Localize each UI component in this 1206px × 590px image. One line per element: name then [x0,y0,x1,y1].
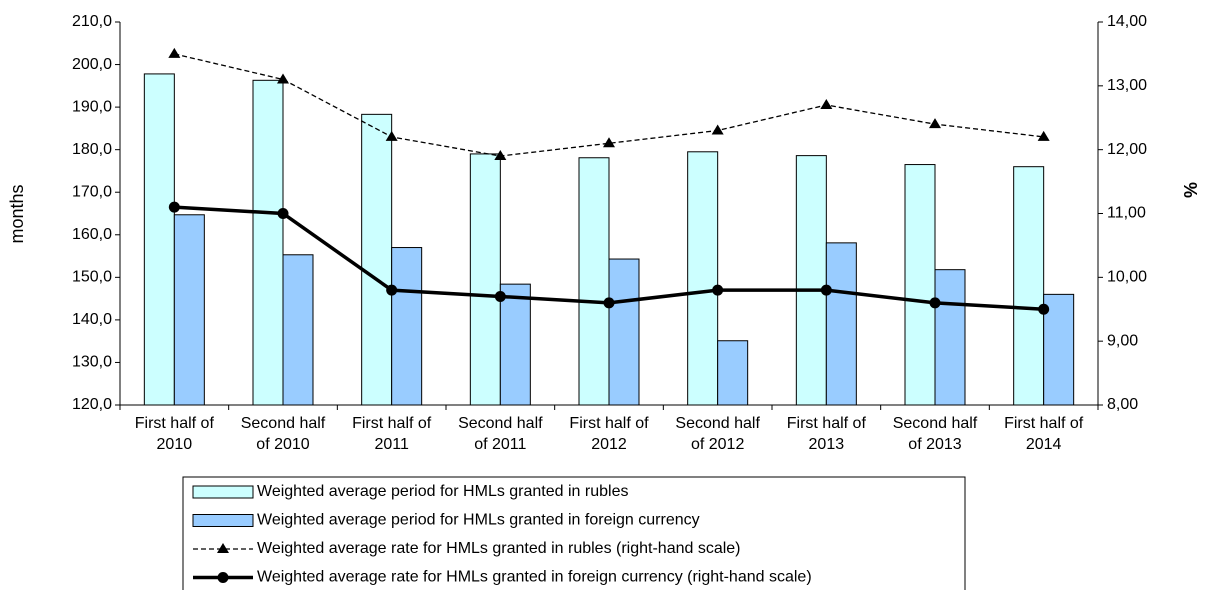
x-tick-label: First half of [352,415,432,432]
y-axis-label: months [7,184,27,243]
y2-axis-label: % [1181,182,1201,198]
x-tick-label: 2010 [157,436,193,453]
legend-label: Weighted average period for HMLs granted… [257,512,700,529]
line-marker [929,297,941,309]
line-marker [494,150,507,161]
bar [469,153,501,406]
y-tick-label: 190,0 [72,98,112,115]
y2-tick-label: 12,00 [1107,141,1147,158]
bar [904,164,936,406]
x-tick-label: 2014 [1026,436,1062,453]
legend-label: Weighted average rate for HMLs granted i… [257,569,812,586]
line-marker [929,118,941,129]
legend-marker [217,572,229,583]
line-marker [711,124,724,135]
bar [499,283,531,406]
x-tick-label: 2012 [591,436,627,453]
line-marker [168,47,181,58]
line-marker [603,297,615,309]
bar [282,254,314,406]
bar [825,242,857,406]
line-marker [277,73,289,84]
x-tick-label: Second half [893,415,978,432]
line-marker [277,208,289,219]
line-marker [1037,130,1050,141]
x-tick-label: First half of [787,415,867,432]
legend-marker [217,543,229,553]
legend-label: Weighted average rate for HMLs granted i… [257,540,741,557]
y-tick-label: 120,0 [72,396,112,413]
x-tick-label: First half of [135,415,215,432]
legend-label: Weighted average period for HMLs granted… [257,483,628,500]
line-marker [386,284,398,296]
bar [173,214,205,406]
x-tick-label: Second half [241,415,326,432]
line-marker [168,201,180,213]
x-tick-label: 2011 [374,436,409,453]
y-tick-label: 170,0 [72,183,112,200]
x-tick-label: First half of [569,415,649,432]
x-tick-label: Second half [458,415,543,432]
bar [934,269,966,406]
x-tick-label: Second half [675,415,760,432]
x-tick-label: First half of [1004,415,1084,432]
bar [1043,293,1075,406]
bar [717,340,749,406]
x-tick-label: of 2010 [256,436,309,453]
line [174,53,1044,157]
bar [608,258,640,406]
line-marker [494,290,506,302]
legend [182,476,966,590]
line-marker [712,284,724,296]
y-tick-label: 140,0 [72,311,112,328]
bar [1013,166,1045,406]
bar [143,73,175,406]
x-tick-label: of 2011 [474,436,526,453]
line-marker [820,284,832,296]
x-tick-label: of 2012 [691,436,744,453]
y-tick-label: 130,0 [72,354,112,371]
bar [578,157,610,406]
bar [361,113,393,406]
line-marker [385,130,398,141]
x-tick-label: 2013 [809,436,845,453]
y-tick-label: 200,0 [72,56,112,73]
y2-tick-label: 14,00 [1107,13,1147,30]
y2-tick-label: 13,00 [1107,77,1147,94]
y2-tick-label: 11,00 [1107,205,1146,222]
y2-tick-label: 8,00 [1107,396,1138,413]
line-marker [603,137,615,148]
y-tick-label: 180,0 [72,141,112,158]
y2-tick-label: 10,00 [1107,269,1147,286]
bar [795,155,827,406]
y-tick-label: 160,0 [72,226,112,243]
bar [391,247,423,406]
legend-swatch [192,485,254,499]
y-tick-label: 210,0 [72,13,112,30]
y2-tick-label: 9,00 [1107,332,1138,349]
legend-swatch [192,514,254,527]
bar [252,79,284,406]
bar [687,151,719,406]
y-tick-label: 150,0 [72,269,112,286]
line-marker [1038,303,1050,315]
line-marker [820,98,833,109]
x-tick-label: of 2013 [908,436,961,453]
